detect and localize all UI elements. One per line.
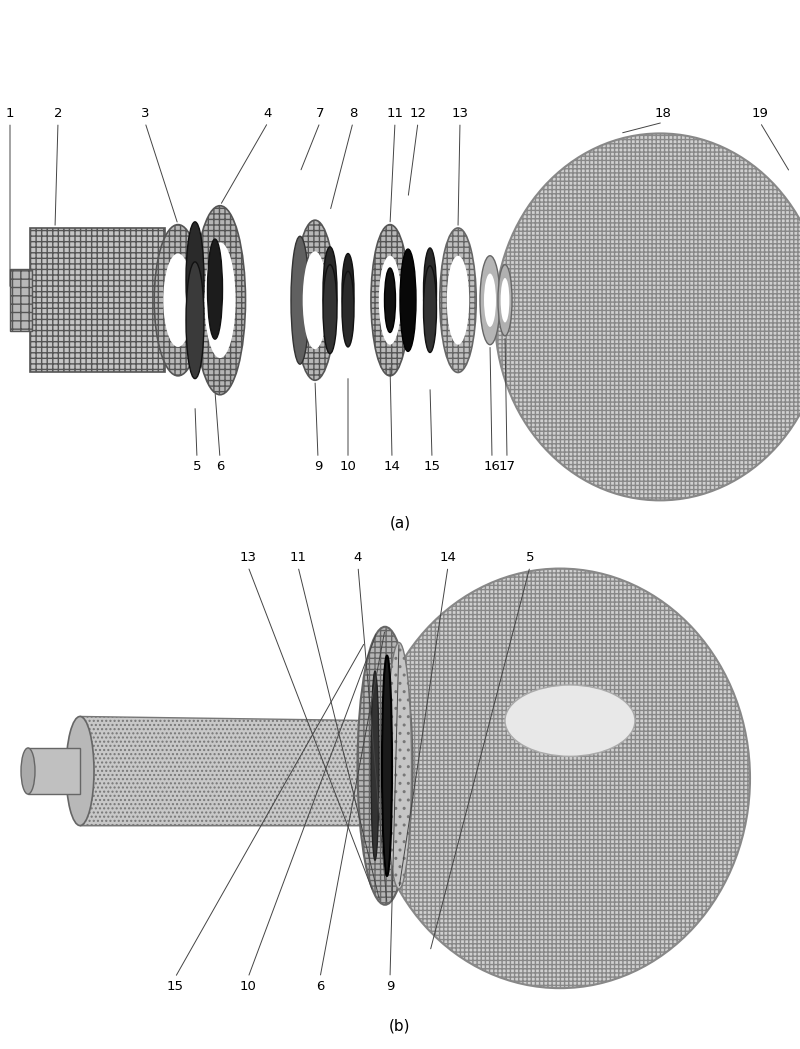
Text: 15: 15 (423, 461, 441, 473)
Ellipse shape (440, 228, 476, 372)
Text: 11: 11 (386, 107, 403, 120)
Text: 12: 12 (410, 107, 426, 120)
Ellipse shape (371, 671, 379, 860)
Ellipse shape (342, 272, 354, 347)
Ellipse shape (194, 206, 246, 394)
Ellipse shape (358, 626, 413, 904)
Text: 19: 19 (751, 107, 769, 120)
Text: 3: 3 (141, 107, 150, 120)
Ellipse shape (207, 239, 222, 339)
Ellipse shape (379, 256, 402, 345)
Text: 13: 13 (451, 107, 469, 120)
Ellipse shape (205, 242, 235, 358)
Text: 4: 4 (264, 107, 272, 120)
Ellipse shape (370, 569, 750, 988)
Text: 6: 6 (316, 980, 324, 992)
Text: 9: 9 (314, 461, 322, 473)
Text: 10: 10 (239, 980, 257, 992)
Ellipse shape (342, 254, 354, 329)
Text: 14: 14 (383, 461, 401, 473)
Text: 2: 2 (54, 107, 62, 120)
Ellipse shape (505, 685, 635, 756)
Text: 15: 15 (166, 980, 183, 992)
Ellipse shape (323, 247, 337, 336)
Ellipse shape (302, 252, 327, 349)
FancyBboxPatch shape (30, 228, 165, 372)
Polygon shape (80, 811, 395, 826)
Ellipse shape (498, 264, 512, 336)
Ellipse shape (501, 278, 510, 322)
Text: 13: 13 (239, 552, 257, 564)
Ellipse shape (295, 220, 335, 381)
Polygon shape (28, 748, 80, 794)
Ellipse shape (480, 256, 500, 345)
Ellipse shape (21, 748, 35, 794)
Ellipse shape (495, 133, 800, 500)
Text: 6: 6 (216, 461, 224, 473)
Ellipse shape (423, 248, 437, 335)
Ellipse shape (291, 236, 309, 364)
Ellipse shape (154, 224, 202, 376)
Ellipse shape (382, 656, 392, 876)
Text: (a): (a) (390, 515, 410, 530)
Ellipse shape (66, 716, 94, 826)
Text: 4: 4 (354, 552, 362, 564)
Polygon shape (80, 716, 380, 826)
Text: 5: 5 (526, 552, 534, 564)
Ellipse shape (446, 256, 469, 345)
Text: 9: 9 (386, 980, 394, 992)
Ellipse shape (385, 267, 395, 333)
Text: (b): (b) (390, 1019, 410, 1033)
Ellipse shape (484, 274, 496, 327)
Text: 1: 1 (6, 107, 14, 120)
Text: 11: 11 (290, 552, 306, 564)
Text: 18: 18 (654, 107, 671, 120)
Ellipse shape (386, 642, 411, 890)
Ellipse shape (186, 221, 204, 339)
Text: 16: 16 (483, 461, 501, 473)
Ellipse shape (323, 264, 337, 354)
Ellipse shape (163, 254, 193, 347)
Ellipse shape (400, 249, 416, 351)
Ellipse shape (371, 224, 409, 376)
Ellipse shape (186, 262, 204, 379)
Text: 14: 14 (439, 552, 457, 564)
Text: 8: 8 (349, 107, 357, 120)
Ellipse shape (423, 265, 437, 352)
Text: 7: 7 (316, 107, 324, 120)
Text: 5: 5 (193, 461, 202, 473)
Text: 10: 10 (339, 461, 357, 473)
FancyBboxPatch shape (10, 270, 32, 331)
Text: 17: 17 (498, 461, 515, 473)
